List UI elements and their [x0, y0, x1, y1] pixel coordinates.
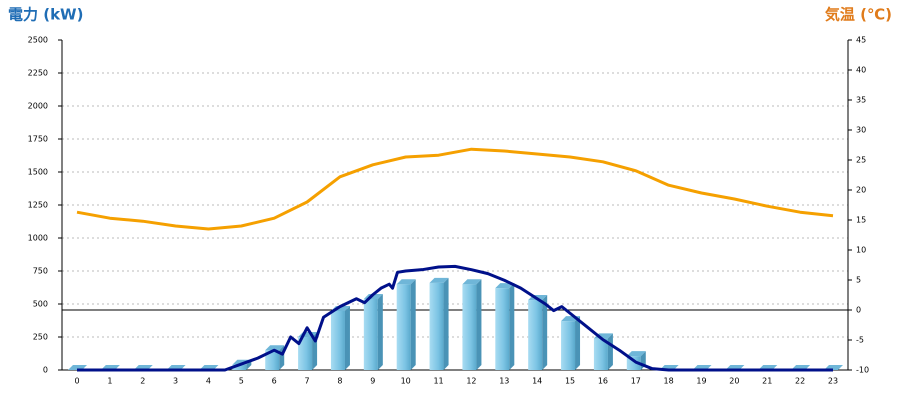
bar-side [344, 305, 350, 370]
bar [495, 288, 510, 370]
y2-tick-label: 5 [856, 276, 861, 285]
line-series [77, 264, 833, 372]
bar-side [575, 316, 581, 370]
y2-tick-label: 20 [856, 186, 866, 195]
bar [528, 300, 543, 370]
bar [232, 364, 247, 370]
x-tick-label: 4 [206, 377, 211, 386]
x-tick-label: 20 [729, 377, 739, 386]
bar-top [396, 279, 416, 285]
x-tick-label: 14 [532, 377, 542, 386]
bar [561, 321, 576, 370]
bar [298, 337, 313, 370]
plot-area: 02505007501000125015001750200022502500-1… [28, 36, 869, 386]
x-tick-label: 13 [499, 377, 509, 386]
bar-top [462, 279, 482, 285]
bar-side [377, 293, 383, 370]
bar-top [265, 345, 285, 351]
bar [462, 284, 477, 370]
y2-tick-label: 25 [856, 156, 866, 165]
x-tick-label: 18 [664, 377, 674, 386]
y2-tick-label: 15 [856, 216, 866, 225]
bar-side [476, 279, 482, 370]
y-tick-label: 250 [33, 333, 48, 342]
bar [265, 350, 280, 370]
bar [363, 298, 378, 370]
bar-side [443, 277, 449, 370]
x-tick-label: 10 [401, 377, 411, 386]
line-series [76, 147, 834, 231]
x-tick-label: 6 [272, 377, 277, 386]
y-tick-label: 2500 [28, 36, 48, 45]
y2-tick-label: 0 [856, 306, 861, 315]
y2-tick-label: 35 [856, 96, 866, 105]
bar-top [626, 351, 646, 357]
y2-tick-label: -5 [856, 336, 864, 345]
y-tick-label: 0 [43, 366, 48, 375]
x-tick-label: 12 [466, 377, 476, 386]
y2-axis-title: 気温 (℃) [825, 6, 892, 24]
y-tick-label: 1750 [28, 135, 48, 144]
y-tick-label: 750 [33, 267, 48, 276]
bar [330, 310, 345, 370]
x-tick-label: 15 [565, 377, 575, 386]
x-tick-label: 11 [433, 377, 443, 386]
bar [429, 282, 444, 370]
x-tick-label: 7 [305, 377, 310, 386]
y-tick-label: 500 [33, 300, 48, 309]
y2-tick-label: 30 [856, 126, 866, 135]
x-tick-label: 19 [696, 377, 706, 386]
x-tick-label: 17 [631, 377, 641, 386]
y-tick-label: 2000 [28, 102, 48, 111]
x-tick-label: 2 [140, 377, 145, 386]
x-tick-label: 9 [370, 377, 375, 386]
y-axis-title: 電力 (kW) [8, 6, 83, 24]
x-tick-label: 5 [239, 377, 244, 386]
y2-tick-label: 10 [856, 246, 866, 255]
bar-side [542, 295, 548, 370]
x-tick-label: 3 [173, 377, 178, 386]
x-tick-label: 8 [337, 377, 342, 386]
x-tick-label: 16 [598, 377, 608, 386]
bar-side [607, 333, 613, 370]
x-tick-label: 23 [828, 377, 838, 386]
y-tick-label: 2250 [28, 69, 48, 78]
y-tick-label: 1250 [28, 201, 48, 210]
x-tick-label: 21 [762, 377, 772, 386]
bar [593, 338, 608, 370]
x-tick-label: 0 [74, 377, 79, 386]
y2-tick-label: 40 [856, 66, 866, 75]
x-tick-label: 1 [107, 377, 112, 386]
y-tick-label: 1500 [28, 168, 48, 177]
y2-tick-label: -10 [856, 366, 869, 375]
x-tick-label: 22 [795, 377, 805, 386]
y2-tick-label: 45 [856, 36, 866, 45]
bar-side [410, 279, 416, 370]
bar-top [429, 277, 449, 283]
y-tick-label: 1000 [28, 234, 48, 243]
bar [396, 284, 411, 370]
bar-side [509, 283, 515, 370]
